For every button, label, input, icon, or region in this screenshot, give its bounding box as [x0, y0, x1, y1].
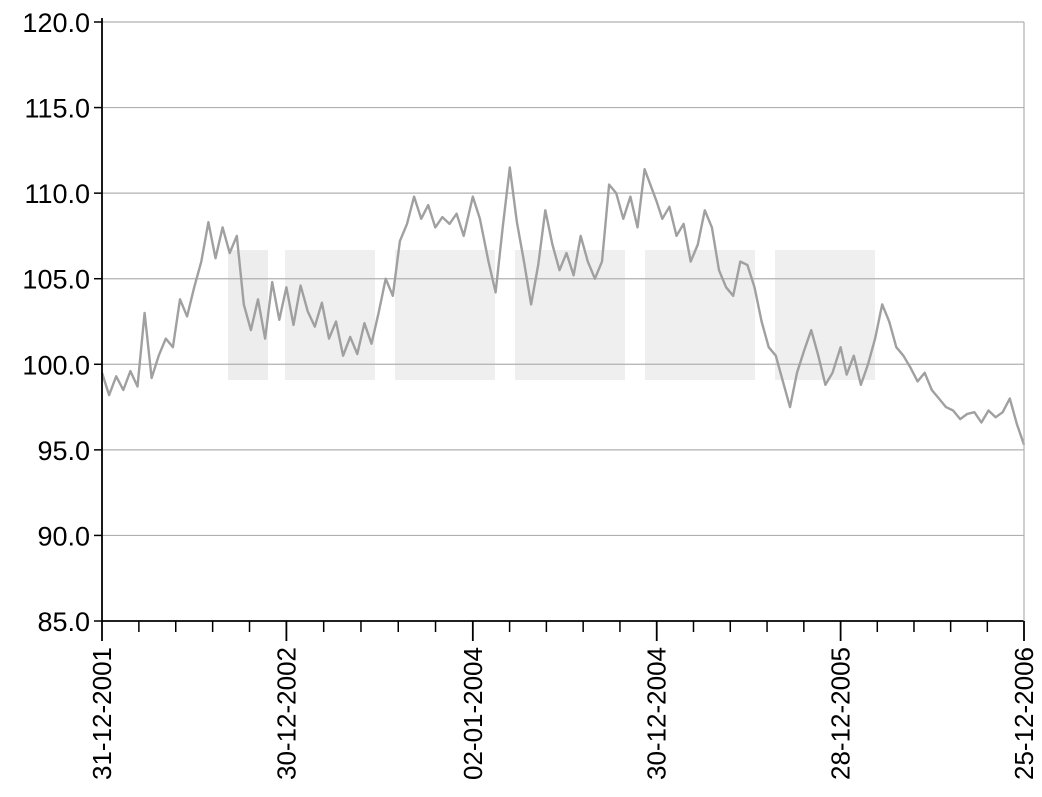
- y-tick-labels: 85.0 90.0 95.0 100.0 105.0 110.0 115.0 120.0: [22, 8, 90, 637]
- y-tick-label-5: 110.0: [24, 179, 90, 209]
- y-tick-label-6: 115.0: [24, 94, 90, 124]
- y-tick-label-0: 85.0: [37, 607, 90, 637]
- x-tick-label-1: 30-12-2002: [271, 647, 301, 780]
- x-tick-labels: 31-12-2001 30-12-2002 02-01-2004 30-12-2004…: [87, 647, 1039, 780]
- y-tick-label-3: 100.0: [22, 350, 90, 380]
- y-tick-label-7: 120.0: [22, 8, 90, 38]
- y-tick-label-1: 90.0: [37, 521, 90, 551]
- y-tick-label-2: 95.0: [37, 436, 90, 466]
- x-tick-label-4: 28-12-2005: [826, 647, 856, 780]
- x-tick-label-2: 02-01-2004: [458, 647, 488, 780]
- x-tick-label-3: 30-12-2004: [642, 647, 672, 780]
- y-tick-label-4: 105.0: [22, 265, 90, 295]
- series-line-0: [100, 166, 1026, 446]
- series-layer: [100, 166, 1026, 446]
- watermark-graphic: [228, 250, 875, 380]
- gridlines: [102, 21, 1024, 537]
- x-tick-label-0: 31-12-2001: [87, 647, 117, 780]
- axes: [94, 18, 1025, 641]
- x-tick-label-5: 25-12-2006: [1009, 647, 1039, 780]
